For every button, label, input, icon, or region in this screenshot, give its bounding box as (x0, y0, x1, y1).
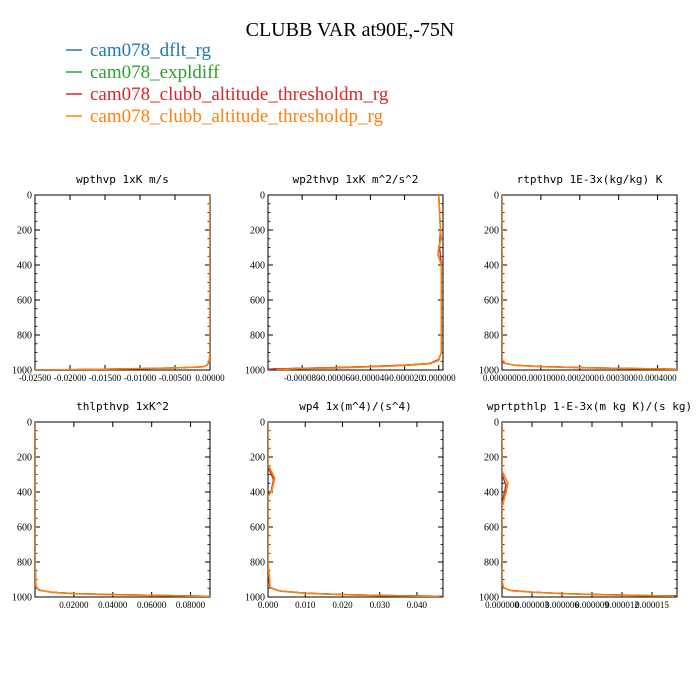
x-tick-label: 0.02000 (59, 600, 89, 610)
x-tick-label: 0.000006 (545, 600, 579, 610)
x-tick-label: 0.000000 (422, 373, 456, 383)
y-tick-label: 600 (250, 296, 265, 307)
series-line-4 (268, 422, 440, 597)
x-tick-label: 0.000012 (605, 600, 639, 610)
series-line-4 (276, 195, 443, 370)
y-tick-label: 1000 (245, 366, 265, 377)
x-tick-label: 0.0000000 (483, 373, 522, 383)
x-tick-label: 0.000015 (635, 600, 669, 610)
legend: cam078_dflt_rgcam078_expldiffcam078_club… (66, 40, 389, 127)
x-tick-label: -0.000060 (318, 373, 355, 383)
y-tick-label: 200 (17, 453, 32, 464)
y-tick-label: 400 (484, 261, 499, 272)
panel-1: wpthvp 1xK m/s02004006008001000-0.02500-… (12, 173, 225, 383)
x-tick-label: 0.0002000 (561, 373, 600, 383)
x-tick-label: 0.000 (258, 600, 279, 610)
panel-3: rtpthvp 1E-3x(kg/kg) K020040060080010000… (479, 173, 678, 383)
y-tick-label: 800 (484, 331, 499, 342)
x-tick-label: 0.000009 (575, 600, 609, 610)
y-tick-label: 0 (260, 418, 265, 429)
series-line-4 (502, 195, 677, 370)
x-tick-label: 0.000000 (485, 600, 519, 610)
y-tick-label: 200 (484, 226, 499, 237)
y-tick-label: 400 (250, 488, 265, 499)
y-tick-label: 0 (27, 191, 32, 202)
x-tick-label: -0.02500 (19, 373, 52, 383)
panel-title: wp4 1x(m^4)/(s^4) (299, 400, 412, 413)
x-tick-label: 0.0001000 (522, 373, 561, 383)
y-tick-label: 1000 (245, 593, 265, 604)
y-tick-label: 600 (484, 523, 499, 534)
x-tick-label: -0.000020 (386, 373, 423, 383)
y-tick-label: 1000 (479, 366, 499, 377)
x-tick-label: 0.000003 (515, 600, 549, 610)
legend-label: cam078_expldiff (90, 62, 220, 83)
y-tick-label: 400 (484, 488, 499, 499)
x-tick-label: 0.00000 (195, 373, 225, 383)
y-tick-label: 1000 (479, 593, 499, 604)
series-line-4 (502, 422, 675, 597)
x-tick-label: 0.010 (295, 600, 316, 610)
x-tick-label: -0.01500 (89, 373, 122, 383)
x-tick-label: 0.0003000 (600, 373, 639, 383)
y-tick-label: 800 (17, 558, 32, 569)
series-line-4 (35, 422, 210, 597)
y-tick-label: 600 (17, 296, 32, 307)
panel-title: rtpthvp 1E-3x(kg/kg) K (517, 173, 663, 186)
y-tick-label: 200 (250, 226, 265, 237)
x-tick-label: 0.030 (370, 600, 391, 610)
y-tick-label: 800 (17, 331, 32, 342)
x-tick-label: 0.06000 (137, 600, 167, 610)
legend-label: cam078_clubb_altitude_thresholdp_rg (90, 106, 384, 127)
y-tick-label: 1000 (12, 366, 32, 377)
panel-title: wprtpthlp 1-E-3x(m kg K)/(s kg) (487, 400, 692, 413)
legend-label: cam078_clubb_altitude_thresholdm_rg (90, 84, 389, 105)
figure-title: CLUBB VAR at90E,-75N (246, 19, 455, 41)
y-tick-label: 800 (250, 331, 265, 342)
y-tick-label: 200 (484, 453, 499, 464)
y-tick-label: 400 (250, 261, 265, 272)
y-tick-label: 600 (17, 523, 32, 534)
y-tick-label: 600 (484, 296, 499, 307)
y-tick-label: 0 (260, 191, 265, 202)
panels: wpthvp 1xK m/s02004006008001000-0.02500-… (12, 173, 692, 610)
y-tick-label: 0 (494, 418, 499, 429)
y-tick-label: 200 (17, 226, 32, 237)
panel-2: wp2thvp 1xK m^2/s^2 0 200 400 600 800 1000 -0.0… (245, 173, 456, 383)
x-tick-label: -0.00500 (159, 373, 192, 383)
x-tick-label: 0.04000 (98, 600, 128, 610)
panel-title: wp2thvp 1xK m^2/s^2 (293, 173, 419, 186)
x-tick-label: 0.0004000 (638, 373, 677, 383)
x-tick-label: 0.08000 (176, 600, 206, 610)
y-tick-label: 800 (484, 558, 499, 569)
series-line-4 (35, 195, 210, 370)
panel-title: wpthvp 1xK m/s (76, 173, 169, 186)
y-tick-label: 800 (250, 558, 265, 569)
panel-6: wprtpthlp 1-E-3x(m kg K)/(s kg) 0 200 400 60… (479, 400, 692, 610)
panel-4: thlpthvp 1xK^2 0 200 400 600 800 1000 0.02000 0.… (12, 400, 211, 610)
x-tick-label: -0.000080 (284, 373, 321, 383)
x-tick-label: -0.01000 (124, 373, 157, 383)
y-tick-label: 600 (250, 523, 265, 534)
x-tick-label: -0.000040 (352, 373, 389, 383)
x-tick-label: 0.020 (332, 600, 353, 610)
y-tick-label: 0 (494, 191, 499, 202)
y-tick-label: 0 (27, 418, 32, 429)
y-tick-label: 400 (17, 261, 32, 272)
x-tick-label: -0.02000 (54, 373, 87, 383)
panel-title: thlpthvp 1xK^2 (76, 400, 169, 413)
legend-label: cam078_dflt_rg (90, 40, 212, 61)
y-tick-label: 400 (17, 488, 32, 499)
y-tick-label: 1000 (12, 593, 32, 604)
y-tick-label: 200 (250, 453, 265, 464)
x-tick-label: 0.040 (407, 600, 428, 610)
